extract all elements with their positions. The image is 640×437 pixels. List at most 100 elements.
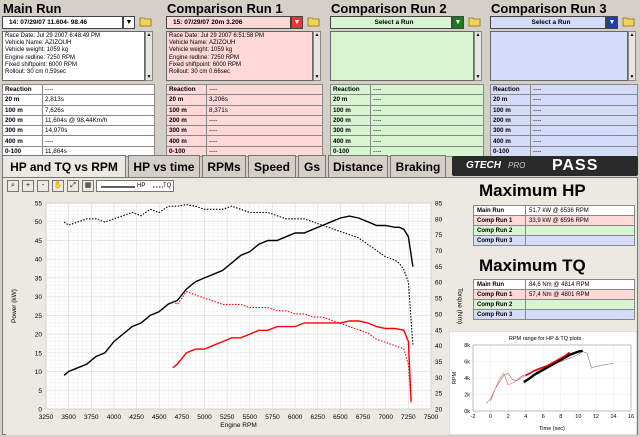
comparison-run-3-results-table: Reaction ---- 20 m ---- 100 m ---- 200 m ---- 30…: [490, 83, 638, 158]
y-tick-label: 0k: [464, 409, 470, 415]
scroll-up-icon[interactable]: ▲: [475, 32, 481, 38]
comparison-run-1-select[interactable]: 15: 07/29/07 20m 3.206: [166, 16, 291, 29]
x-tick-label: 5500: [243, 414, 258, 421]
max-value: [525, 309, 635, 320]
grid-icon[interactable]: ▦: [82, 180, 94, 192]
result-value: 11,604s @ 98,44Km/h: [42, 114, 155, 127]
result-value: ----: [370, 94, 484, 106]
max-hp-title: Maximum HP: [479, 181, 586, 200]
zoom-in-icon[interactable]: +: [22, 180, 34, 192]
y2-tick-label: 80: [435, 216, 443, 223]
comparison-run-1-title: Comparison Run 1: [167, 1, 283, 16]
main-range-rpm-line: [523, 349, 583, 384]
table-row: 100 m 8,371s: [166, 104, 323, 116]
result-label: 400 m: [330, 135, 371, 147]
chevron-down-icon[interactable]: ▼: [452, 16, 464, 29]
table-row: 200 m 11,604s @ 98,44Km/h: [2, 114, 155, 127]
chevron-down-icon[interactable]: ▼: [123, 16, 135, 29]
result-label: 20 m: [166, 94, 207, 106]
folder-icon[interactable]: [139, 15, 152, 27]
comparison-run-2-select[interactable]: Select a Run: [330, 16, 452, 29]
result-value: ----: [206, 114, 323, 127]
tab-speed[interactable]: Speed: [248, 155, 296, 177]
tab-gs[interactable]: Gs: [298, 155, 326, 177]
max-value: [525, 225, 635, 236]
x-tick-label: 6: [542, 414, 545, 420]
table-row: 20 m ----: [490, 94, 638, 106]
x-tick-label: 16: [628, 414, 634, 420]
result-label: 300 m: [490, 125, 531, 137]
tab-distance[interactable]: Distance: [328, 155, 388, 177]
result-label: Reaction: [330, 83, 371, 96]
pan-hand-icon[interactable]: ✋: [52, 180, 64, 192]
small-chart-title: RPM range for HP & TQ plots: [509, 336, 581, 342]
main-run-info-box: Race Date: Jul 29 2007 6:48:49 PM Vehicle…: [2, 31, 145, 81]
folder-icon[interactable]: [622, 15, 635, 27]
result-label: 200 m: [490, 114, 531, 127]
info-line: Race Date: Jul 29 2007 6:51:58 PM: [169, 33, 265, 39]
scroll-down-icon[interactable]: ▼: [475, 74, 481, 80]
result-label: 300 m: [166, 125, 207, 137]
result-value: ----: [530, 83, 638, 96]
table-row: 300 m ----: [490, 125, 638, 137]
scroll-down-icon[interactable]: ▼: [629, 74, 635, 80]
chevron-down-icon[interactable]: ▼: [291, 16, 303, 29]
table-row: 100 m ----: [490, 104, 638, 116]
table-row: Comp Run 3: [473, 235, 635, 246]
logo-brand-suffix: PRO: [508, 161, 526, 170]
fit-icon[interactable]: ⤢: [67, 180, 79, 192]
zoom-out-icon[interactable]: -: [37, 180, 49, 192]
result-value: ----: [530, 114, 638, 127]
comparison-run-3-info-box: [490, 31, 628, 81]
main-run-select[interactable]: 14: 07/29/07 11.604- 98.46: [2, 16, 123, 29]
x-tick-label: 4250: [129, 414, 144, 421]
result-value: ----: [370, 104, 484, 116]
table-row: Comp Run 2: [473, 299, 635, 310]
result-label: 400 m: [490, 135, 531, 147]
x-tick-label: 4: [524, 414, 527, 420]
info-line: Rollout: 30 cm 0.59sec: [5, 69, 67, 76]
result-label: 200 m: [330, 114, 371, 127]
tab-hp-vs-time[interactable]: HP vs time: [128, 155, 200, 177]
tab-hp-tq-vs-rpm[interactable]: HP and TQ vs RPM: [2, 155, 126, 177]
scroll-up-icon[interactable]: ▲: [314, 32, 320, 38]
result-label: 100 m: [2, 104, 43, 116]
max-value: 84,6 Nm @ 4814 RPM: [525, 279, 635, 290]
table-row: 400 m ----: [2, 135, 155, 147]
comp1-hp-line: [172, 320, 412, 402]
table-row: 200 m ----: [166, 114, 323, 127]
hp-tq-chart[interactable]: 3250 3500 3750 4000 4250 4500 4750 5000 5250 5500…: [6, 195, 466, 435]
legend-tq-label: TQ: [163, 183, 172, 189]
result-label: 100 m: [166, 104, 207, 116]
max-tq-table: Main Run 84,6 Nm @ 4814 RPM Comp Run 1 57,4…: [473, 279, 635, 320]
scroll-up-icon[interactable]: ▲: [146, 32, 152, 38]
max-value: [525, 299, 635, 310]
result-label: 100 m: [330, 104, 371, 116]
folder-icon[interactable]: [307, 15, 320, 27]
zoom-icon[interactable]: ⌕: [7, 180, 19, 192]
scroll-down-icon[interactable]: ▼: [314, 74, 320, 80]
result-value: ----: [530, 104, 638, 116]
max-hp-table: Main Run 51,7 kW @ 6536 RPM Comp Run 1 33,9…: [473, 205, 635, 246]
table-row: 300 m 14,970s: [2, 125, 155, 137]
info-scrollbar[interactable]: ▲ ▼: [628, 31, 636, 81]
folder-icon[interactable]: [468, 15, 481, 27]
info-scrollbar[interactable]: ▲ ▼: [474, 31, 482, 81]
table-row: Comp Run 3: [473, 309, 635, 320]
max-value: [525, 235, 635, 246]
scroll-down-icon[interactable]: ▼: [146, 74, 152, 80]
tab-braking[interactable]: Braking: [390, 155, 446, 177]
tab-rpms[interactable]: RPMs: [202, 155, 246, 177]
info-scrollbar[interactable]: ▲ ▼: [145, 31, 153, 81]
result-value: ----: [370, 114, 484, 127]
x-tick-label: -2: [471, 414, 476, 420]
comparison-run-3-select[interactable]: Select a Run: [490, 16, 606, 29]
comparison-run-2-info-box: [330, 31, 474, 81]
chevron-down-icon[interactable]: ▼: [606, 16, 618, 29]
legend-hp-label: HP: [137, 183, 146, 189]
scroll-up-icon[interactable]: ▲: [629, 32, 635, 38]
result-value: ----: [206, 125, 323, 137]
info-scrollbar[interactable]: ▲ ▼: [313, 31, 321, 81]
y2-tick-label: 30: [435, 375, 443, 382]
info-line: Engine redline: 7250 RPM: [169, 54, 240, 61]
